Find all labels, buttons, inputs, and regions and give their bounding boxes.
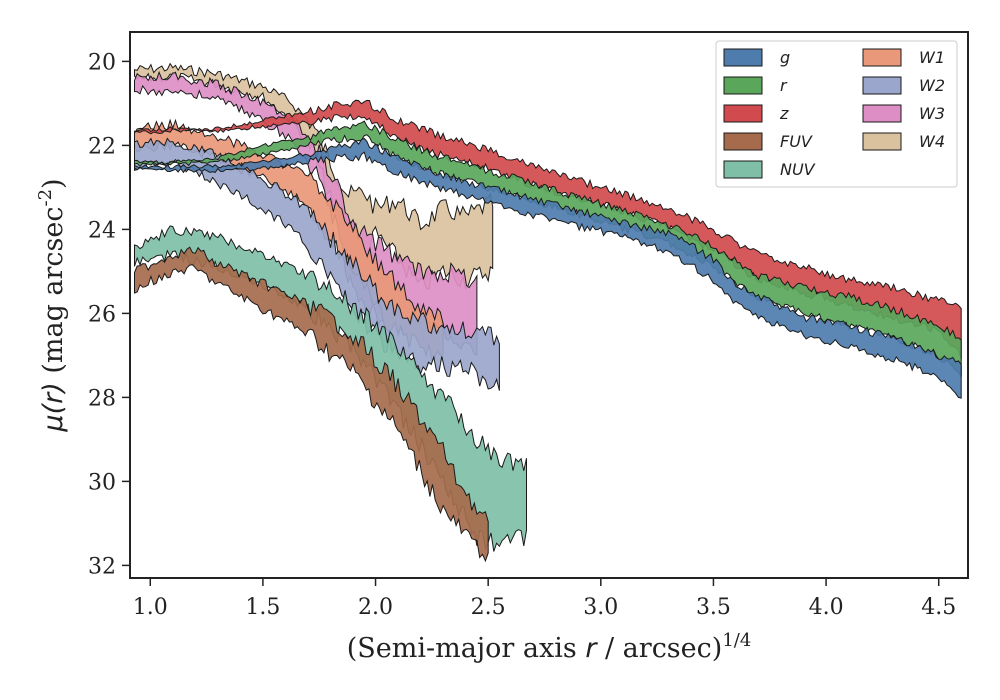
x-tick-label: 4.5 xyxy=(921,595,956,620)
x-tick-label: 4.0 xyxy=(809,595,844,620)
legend-label-z: z xyxy=(779,104,789,123)
legend-label-r: r xyxy=(780,76,788,95)
legend-label-w2: W2 xyxy=(919,76,945,95)
x-tick-label: 2.5 xyxy=(471,595,506,620)
x-axis-label: (Semi-major axis r / arcsec)1/4 xyxy=(347,630,752,664)
legend-label-w3: W3 xyxy=(919,104,945,123)
plot-frame xyxy=(129,31,969,579)
y-tick-label: 28 xyxy=(88,386,116,411)
y-tick-label: 22 xyxy=(88,134,116,159)
band-w4 xyxy=(134,62,494,290)
band-g xyxy=(134,137,962,399)
legend-label-w4: W4 xyxy=(919,132,945,151)
band-w2 xyxy=(134,137,500,391)
x-axis: 1.0 1.5 2.0 2.5 3.0 3.5 4.0 4.5 xyxy=(133,578,956,620)
legend-label-g: g xyxy=(780,48,790,67)
legend-swatch-w2 xyxy=(862,76,902,95)
y-tick-label: 30 xyxy=(88,470,116,495)
legend-swatch-z xyxy=(723,104,763,123)
legend-swatch-fuv xyxy=(723,132,763,151)
legend-swatch-nuv xyxy=(723,160,763,179)
y-tick-label: 32 xyxy=(88,554,116,579)
y-axis-label: μ(r) (mag arcsec-2) xyxy=(35,178,69,432)
legend-label-fuv: FUV xyxy=(780,132,813,151)
series-layer xyxy=(134,62,962,563)
legend-swatch-r xyxy=(723,76,763,95)
x-tick-label: 3.5 xyxy=(696,595,731,620)
legend-swatch-w1 xyxy=(862,48,902,67)
y-tick-label: 26 xyxy=(88,302,116,327)
y-tick-label: 20 xyxy=(88,50,116,75)
x-tick-label: 3.0 xyxy=(583,595,618,620)
x-tick-label: 1.5 xyxy=(245,595,280,620)
legend-label-w1: W1 xyxy=(919,48,945,67)
legend-swatch-w4 xyxy=(862,132,902,151)
legend-swatch-w3 xyxy=(862,104,902,123)
y-tick-label: 24 xyxy=(88,218,116,243)
legend-swatch-g xyxy=(723,48,763,67)
x-tick-label: 2.0 xyxy=(358,595,393,620)
x-tick-label: 1.0 xyxy=(133,595,168,620)
band-fuv xyxy=(134,246,489,563)
y-axis: 20 22 24 26 28 30 32 xyxy=(88,50,130,579)
legend-label-nuv: NUV xyxy=(780,160,816,179)
legend: grz FUV NUV W1 W2 W3 W4 xyxy=(715,40,958,188)
